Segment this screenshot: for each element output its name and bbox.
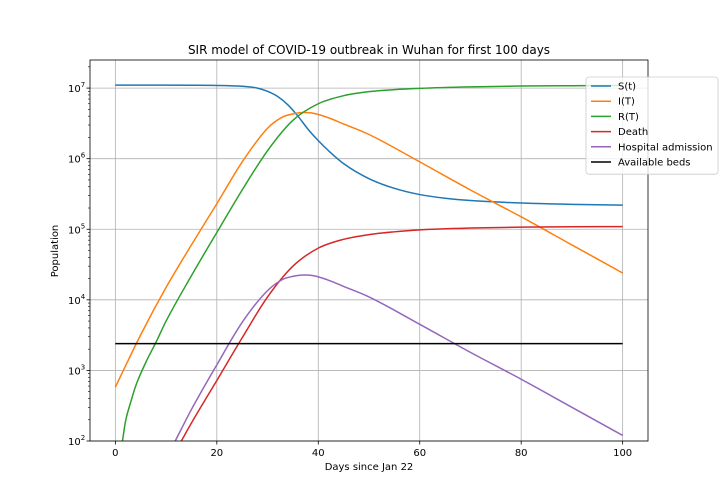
y-tick-label: 102 [68,434,85,448]
legend-entry-label: Hospital admission [618,142,713,153]
x-tick-label: 20 [210,448,223,459]
legend-box [585,76,719,175]
y-tick-base: 10 [68,296,81,307]
legend-entry-label: R(T) [618,112,639,123]
x-tick-label: 40 [312,448,325,459]
legend-entry-label: S(t) [618,82,636,93]
y-axis-label: Population [50,225,61,278]
series-line-r-t [121,84,623,441]
legend-entry-label: Available beds [618,158,691,169]
legend: S(t) I(T) R(T) Death Hospital admission Avail… [585,76,719,175]
y-tick-label: 104 [68,293,86,307]
x-tick-label: 80 [515,448,528,459]
y-tick-exponent: 7 [81,81,85,89]
legend-entry-label: Death [618,127,648,138]
y-tick-label: 107 [68,81,85,95]
y-tick-base: 10 [68,225,81,236]
y-tick-exponent: 3 [81,363,85,371]
series-line-s-t [115,84,623,206]
y-tick-label: 105 [68,222,85,236]
x-tick-label: 0 [112,448,118,459]
series-line-death [180,225,623,441]
series-lines [114,84,624,441]
legend-entry-label: I(T) [618,97,635,108]
y-tick-label: 103 [68,363,85,377]
x-tick-label: 60 [413,448,426,459]
y-tick-exponent: 6 [81,152,86,160]
y-tick-label: 106 [68,152,86,166]
y-tick-base: 10 [68,437,81,448]
series-line-hospital-admission [174,274,624,441]
plot-area [90,60,648,441]
x-tick-label: 100 [613,448,632,459]
y-tick-exponent: 4 [81,293,86,301]
x-axis-label: Days since Jan 22 [325,462,414,473]
y-tick-base: 10 [68,84,81,95]
chart-title: SIR model of COVID-19 outbreak in Wuhan … [188,43,550,57]
y-tick-exponent: 5 [81,222,85,230]
grid [90,60,648,442]
y-tick-exponent: 2 [81,434,85,442]
y-tick-base: 10 [68,366,81,377]
y-tick-base: 10 [68,155,81,166]
